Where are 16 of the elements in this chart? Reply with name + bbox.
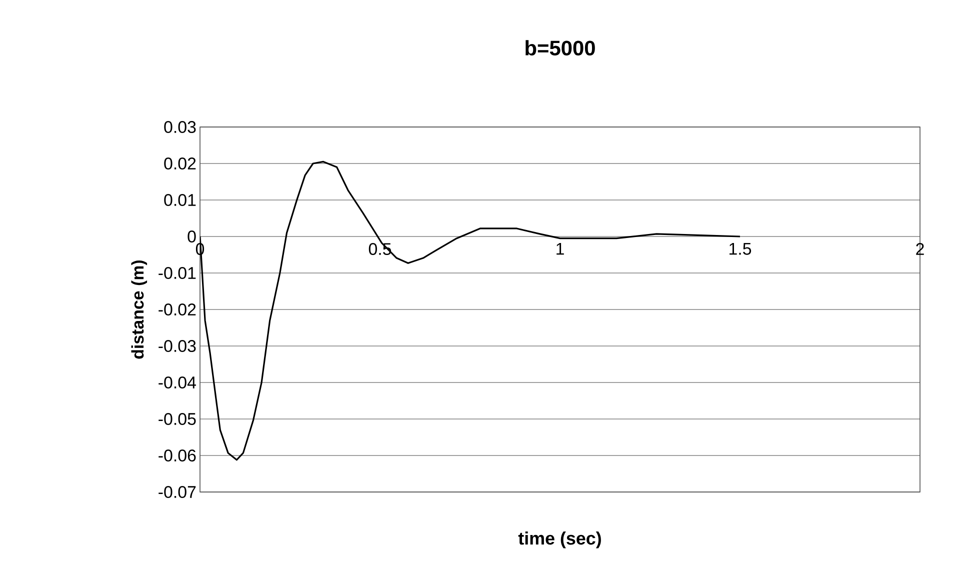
y-tick-label: -0.05 bbox=[158, 413, 196, 426]
y-tick-label: -0.03 bbox=[158, 340, 196, 352]
y-tick-label: 0 bbox=[188, 230, 196, 243]
x-tick-label: 1 bbox=[556, 243, 564, 255]
y-tick-label: -0.06 bbox=[158, 450, 196, 462]
y-tick-label: -0.02 bbox=[158, 304, 196, 316]
y-tick-label: 0.02 bbox=[164, 158, 196, 170]
y-axis-title: distance (m) bbox=[131, 260, 148, 359]
y-tick-label: -0.04 bbox=[158, 376, 196, 389]
y-tick-label: 0.03 bbox=[164, 121, 196, 134]
x-axis-title: time (sec) bbox=[518, 532, 601, 548]
y-tick-label: 0.01 bbox=[164, 194, 196, 206]
chart-title: b=5000 bbox=[526, 40, 595, 56]
y-tick-label: -0.01 bbox=[158, 267, 196, 280]
x-tick-label: 1.5 bbox=[730, 243, 752, 255]
y-tick-label: -0.07 bbox=[158, 486, 196, 498]
